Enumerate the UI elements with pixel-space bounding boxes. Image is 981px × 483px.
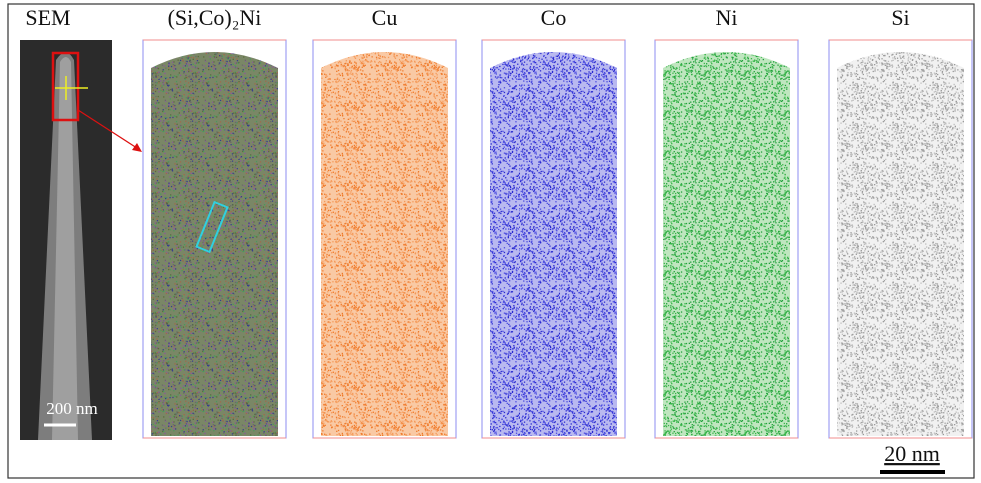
reconstruction — [490, 52, 617, 436]
sem-region — [51, 51, 80, 122]
arrow — [77, 109, 141, 151]
reconstruction — [321, 52, 448, 436]
scale-bar-label: 20 nm — [884, 441, 940, 466]
panel-label: (Si,Co)₂Ni — [168, 5, 262, 30]
panel-label: Cu — [372, 5, 398, 30]
reconstruction — [151, 52, 278, 436]
reconstruction — [837, 52, 964, 436]
sem-tip-highlight — [52, 57, 78, 440]
panel-label: SEM — [25, 5, 70, 30]
panel-label: Co — [541, 5, 567, 30]
cluster-box — [195, 200, 229, 254]
sem-scale-label: 200 nm — [46, 399, 97, 418]
panel-label: Ni — [716, 5, 738, 30]
panel-label: Si — [891, 5, 909, 30]
arrow-head — [132, 143, 142, 152]
reconstruction — [663, 52, 790, 436]
